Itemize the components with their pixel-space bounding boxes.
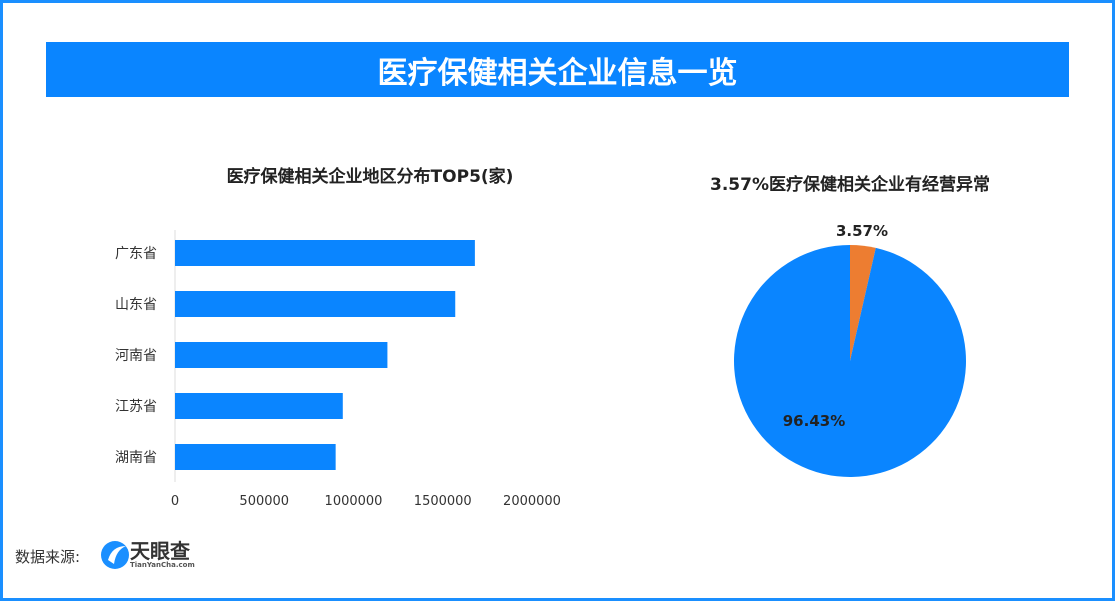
bar-chart-title: 医疗保健相关企业地区分布TOP5(家) [226,167,514,187]
category-label: 广东省 [115,246,157,262]
category-label: 江苏省 [115,399,157,415]
x-tick-label: 500000 [239,494,289,509]
slice-label: 3.57% [836,222,888,240]
bar [175,444,336,470]
pie-chart: 3.57% 96.43% [734,222,966,477]
logo-icon [101,541,129,569]
bar [175,393,343,419]
x-tick-label: 1000000 [325,494,383,509]
pie-chart-title: 3.57%医疗保健相关企业有经营异常 [710,175,990,195]
pie-slice [850,245,876,361]
category-label: 山东省 [115,297,157,313]
bar [175,342,388,368]
logo-url: TianYanCha.com [130,561,195,569]
slice-label: 96.43% [783,412,845,430]
bar [175,291,456,317]
source-label: 数据来源: [15,548,81,566]
bar [175,240,475,266]
category-label: 河南省 [115,348,157,364]
x-tick-label: 2000000 [503,494,561,509]
logo-text: 天眼查 [130,539,190,563]
tianyancha-logo: 天眼查 TianYanCha.com [100,540,195,570]
x-tick-label: 1500000 [414,494,472,509]
pie-slice [734,245,966,477]
x-tick-label: 0 [171,494,179,509]
category-label: 湖南省 [115,450,157,466]
page-title: 医疗保健相关企业信息一览 [46,42,1069,97]
